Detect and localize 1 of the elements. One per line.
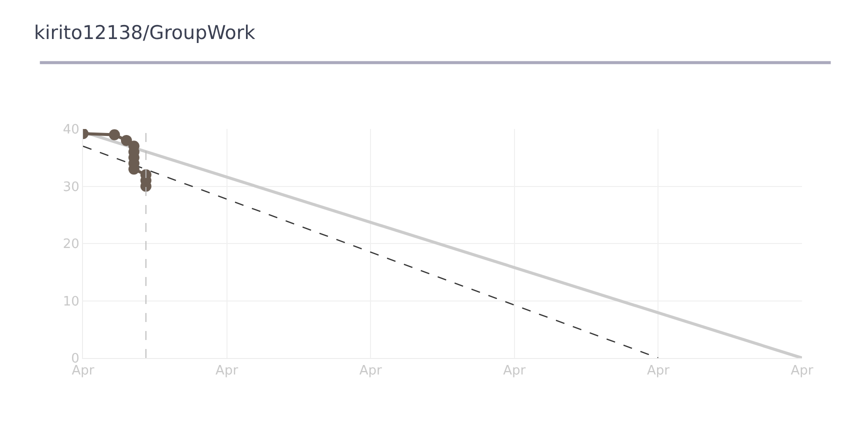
chart-title: kirito12138/GroupWork [34, 22, 256, 44]
